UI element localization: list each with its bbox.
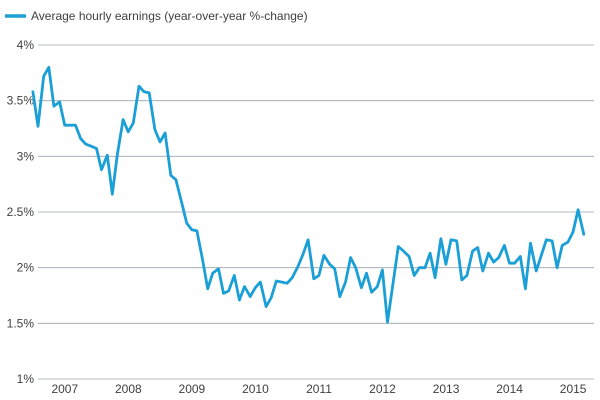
y-tick-label: 1% [17, 372, 35, 386]
y-axis-tick-labels: 4% 3.5% 3% 2.5% 2% 1.5% 1% [7, 38, 35, 386]
y-tick-label: 1.5% [7, 316, 35, 330]
legend: Average hourly earnings (year-over-year … [5, 9, 308, 23]
x-axis-tick-labels: 2007 2008 2009 2010 2011 2012 2013 2014 2015 [51, 382, 586, 396]
y-tick-label: 3% [17, 149, 35, 163]
x-tick-label: 2009 [179, 382, 206, 396]
x-tick-label: 2012 [369, 382, 396, 396]
series-layer [31, 65, 586, 324]
x-tick-label: 2007 [51, 382, 78, 396]
x-tick-label: 2011 [306, 382, 332, 396]
x-tick-label: 2008 [115, 382, 142, 396]
y-tick-label: 3.5% [7, 94, 35, 108]
x-tick-label: 2014 [496, 382, 523, 396]
y-tick-label: 2% [17, 261, 35, 275]
gridlines [38, 44, 594, 380]
y-tick-label: 4% [17, 38, 35, 52]
x-tick-label: 2010 [242, 382, 269, 396]
x-tick-label: 2015 [560, 382, 587, 396]
x-tick-label: 2013 [433, 382, 460, 396]
legend-label: Average hourly earnings (year-over-year … [31, 9, 308, 23]
y-tick-label: 2.5% [7, 205, 35, 219]
series-line [31, 65, 586, 324]
